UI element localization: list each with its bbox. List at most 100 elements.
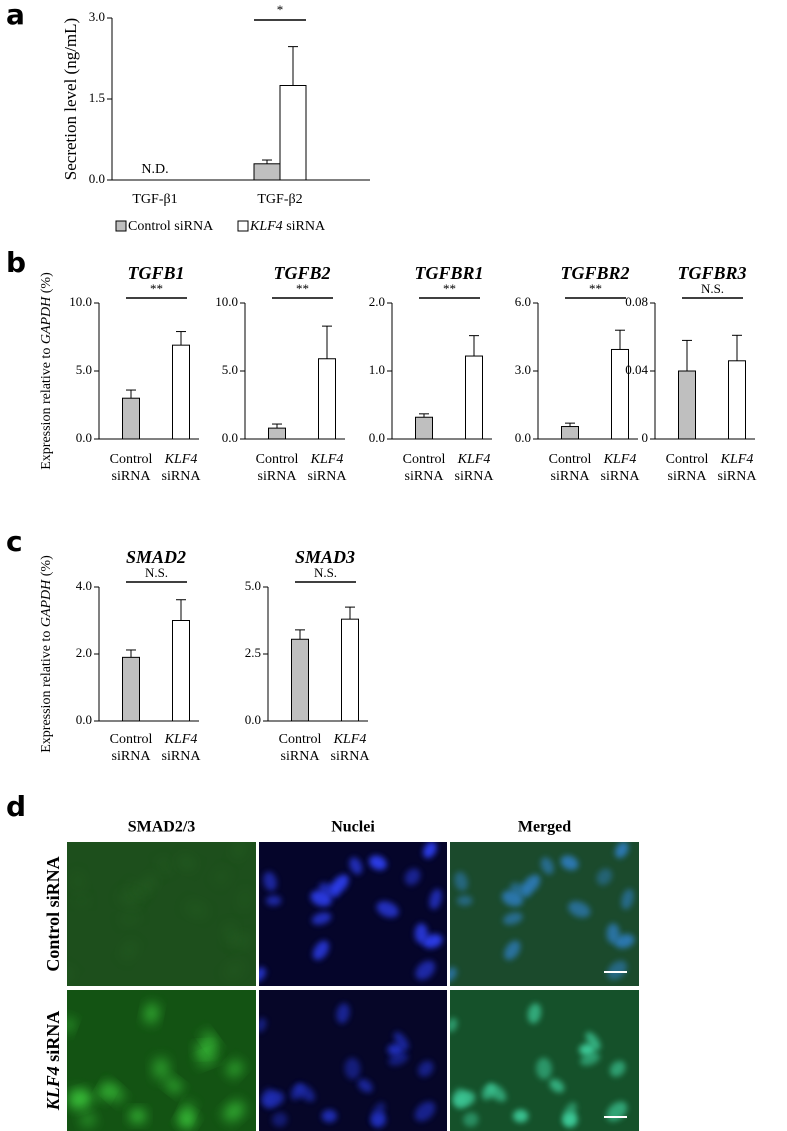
- x-tick-label: siRNA: [112, 749, 152, 764]
- chart-title: TGFBR1: [414, 263, 483, 283]
- cell: [456, 895, 473, 906]
- chart-title: TGFB2: [273, 263, 330, 283]
- cell: [197, 1052, 218, 1066]
- x-tick-label: siRNA: [258, 469, 298, 484]
- y-tick-label: 2.5: [245, 645, 261, 660]
- chart-title: SMAD3: [295, 547, 355, 567]
- y-tick-label: 6.0: [515, 294, 531, 309]
- bar: [728, 360, 746, 440]
- bar: [465, 355, 483, 440]
- cell: [71, 871, 85, 892]
- y-axis-label: Expression relative to GAPDH (%): [39, 272, 54, 470]
- cell: [121, 940, 138, 961]
- cell: [614, 934, 635, 949]
- cell: [262, 1090, 285, 1108]
- cell: [368, 855, 387, 871]
- y-tick-label: 0.0: [515, 430, 531, 445]
- cell: [344, 1057, 361, 1080]
- significance-label: **: [150, 281, 163, 296]
- cell: [196, 1043, 213, 1056]
- y-tick-label: 5.0: [222, 362, 238, 377]
- x-tick-label: KLF4: [310, 452, 344, 467]
- x-tick-label: siRNA: [308, 469, 348, 484]
- x-tick-label: KLF4: [164, 732, 198, 747]
- significance-label: N.S.: [701, 281, 724, 296]
- row-label: Control siRNA: [43, 856, 63, 971]
- bar: [341, 618, 359, 722]
- cell: [231, 842, 246, 859]
- cell: [336, 1003, 350, 1024]
- x-tick-label: KLF4: [333, 732, 367, 747]
- bar: [279, 85, 307, 181]
- y-tick-label: 1.0: [369, 362, 385, 377]
- cell: [67, 1017, 75, 1033]
- x-tick-label: KLF4: [720, 452, 754, 467]
- cell: [606, 923, 620, 944]
- significance-label: **: [443, 281, 456, 296]
- cell: [463, 1112, 479, 1127]
- column-header: Nuclei: [331, 819, 375, 836]
- cell: [388, 1052, 409, 1066]
- cell: [429, 888, 442, 910]
- x-tick-label: Control: [110, 732, 153, 747]
- y-axis-label: Expression relative to GAPDH (%): [39, 555, 54, 753]
- cell: [349, 857, 363, 875]
- cell: [536, 1057, 552, 1080]
- y-tick-label: 0.0: [89, 171, 105, 186]
- row-label: KLF4 siRNA: [43, 1011, 63, 1112]
- cell: [423, 842, 437, 859]
- x-tick-label: siRNA: [405, 469, 445, 484]
- chart-title: SMAD2: [126, 547, 186, 567]
- bar: [268, 427, 286, 440]
- y-tick-label: 0.0: [222, 430, 238, 445]
- cell: [549, 1079, 565, 1093]
- cell: [415, 960, 436, 980]
- micrograph: [450, 842, 639, 986]
- cell: [120, 912, 140, 925]
- y-tick-label: 0: [642, 430, 649, 445]
- micrograph: [259, 842, 447, 986]
- cell: [579, 1043, 596, 1056]
- panel-label: d: [6, 790, 26, 823]
- bar: [561, 426, 579, 440]
- cell: [238, 888, 251, 910]
- y-tick-label: 0.0: [76, 430, 92, 445]
- cell: [70, 1090, 93, 1108]
- significance-label: N.S.: [145, 565, 168, 580]
- y-tick-label: 5.0: [245, 578, 261, 593]
- x-tick-label: KLF4: [603, 452, 637, 467]
- chart-title: TGFBR3: [677, 263, 746, 283]
- cell: [504, 940, 521, 961]
- cell: [540, 857, 554, 875]
- cell: [621, 888, 634, 910]
- cell: [80, 1112, 96, 1127]
- cell: [259, 1017, 267, 1033]
- legend-swatch: [237, 220, 249, 232]
- cell: [387, 1043, 404, 1056]
- x-tick-label: KLF4: [164, 452, 198, 467]
- cell: [568, 901, 591, 918]
- legend-label: Control siRNA: [128, 219, 214, 234]
- cell: [414, 1101, 436, 1122]
- cell: [607, 960, 628, 980]
- cell: [370, 1102, 386, 1124]
- y-tick-label: 2.0: [76, 645, 92, 660]
- y-tick-label: 2.0: [369, 294, 385, 309]
- cell: [321, 1109, 337, 1123]
- significance-label: **: [589, 281, 602, 296]
- y-tick-label: 0.0: [369, 430, 385, 445]
- cell: [259, 967, 267, 982]
- panel-label: b: [6, 246, 26, 279]
- x-tick-label: siRNA: [718, 469, 758, 484]
- x-tick-label: Control: [256, 452, 299, 467]
- cell: [481, 1084, 495, 1100]
- cell: [562, 1102, 577, 1124]
- cell: [376, 901, 399, 918]
- cell: [166, 1079, 182, 1093]
- cell: [453, 1090, 476, 1108]
- x-tick-label: TGF-β2: [257, 192, 302, 207]
- chart-title: TGFBR2: [560, 263, 629, 283]
- x-tick-label: siRNA: [112, 469, 152, 484]
- x-tick-label: Control: [403, 452, 446, 467]
